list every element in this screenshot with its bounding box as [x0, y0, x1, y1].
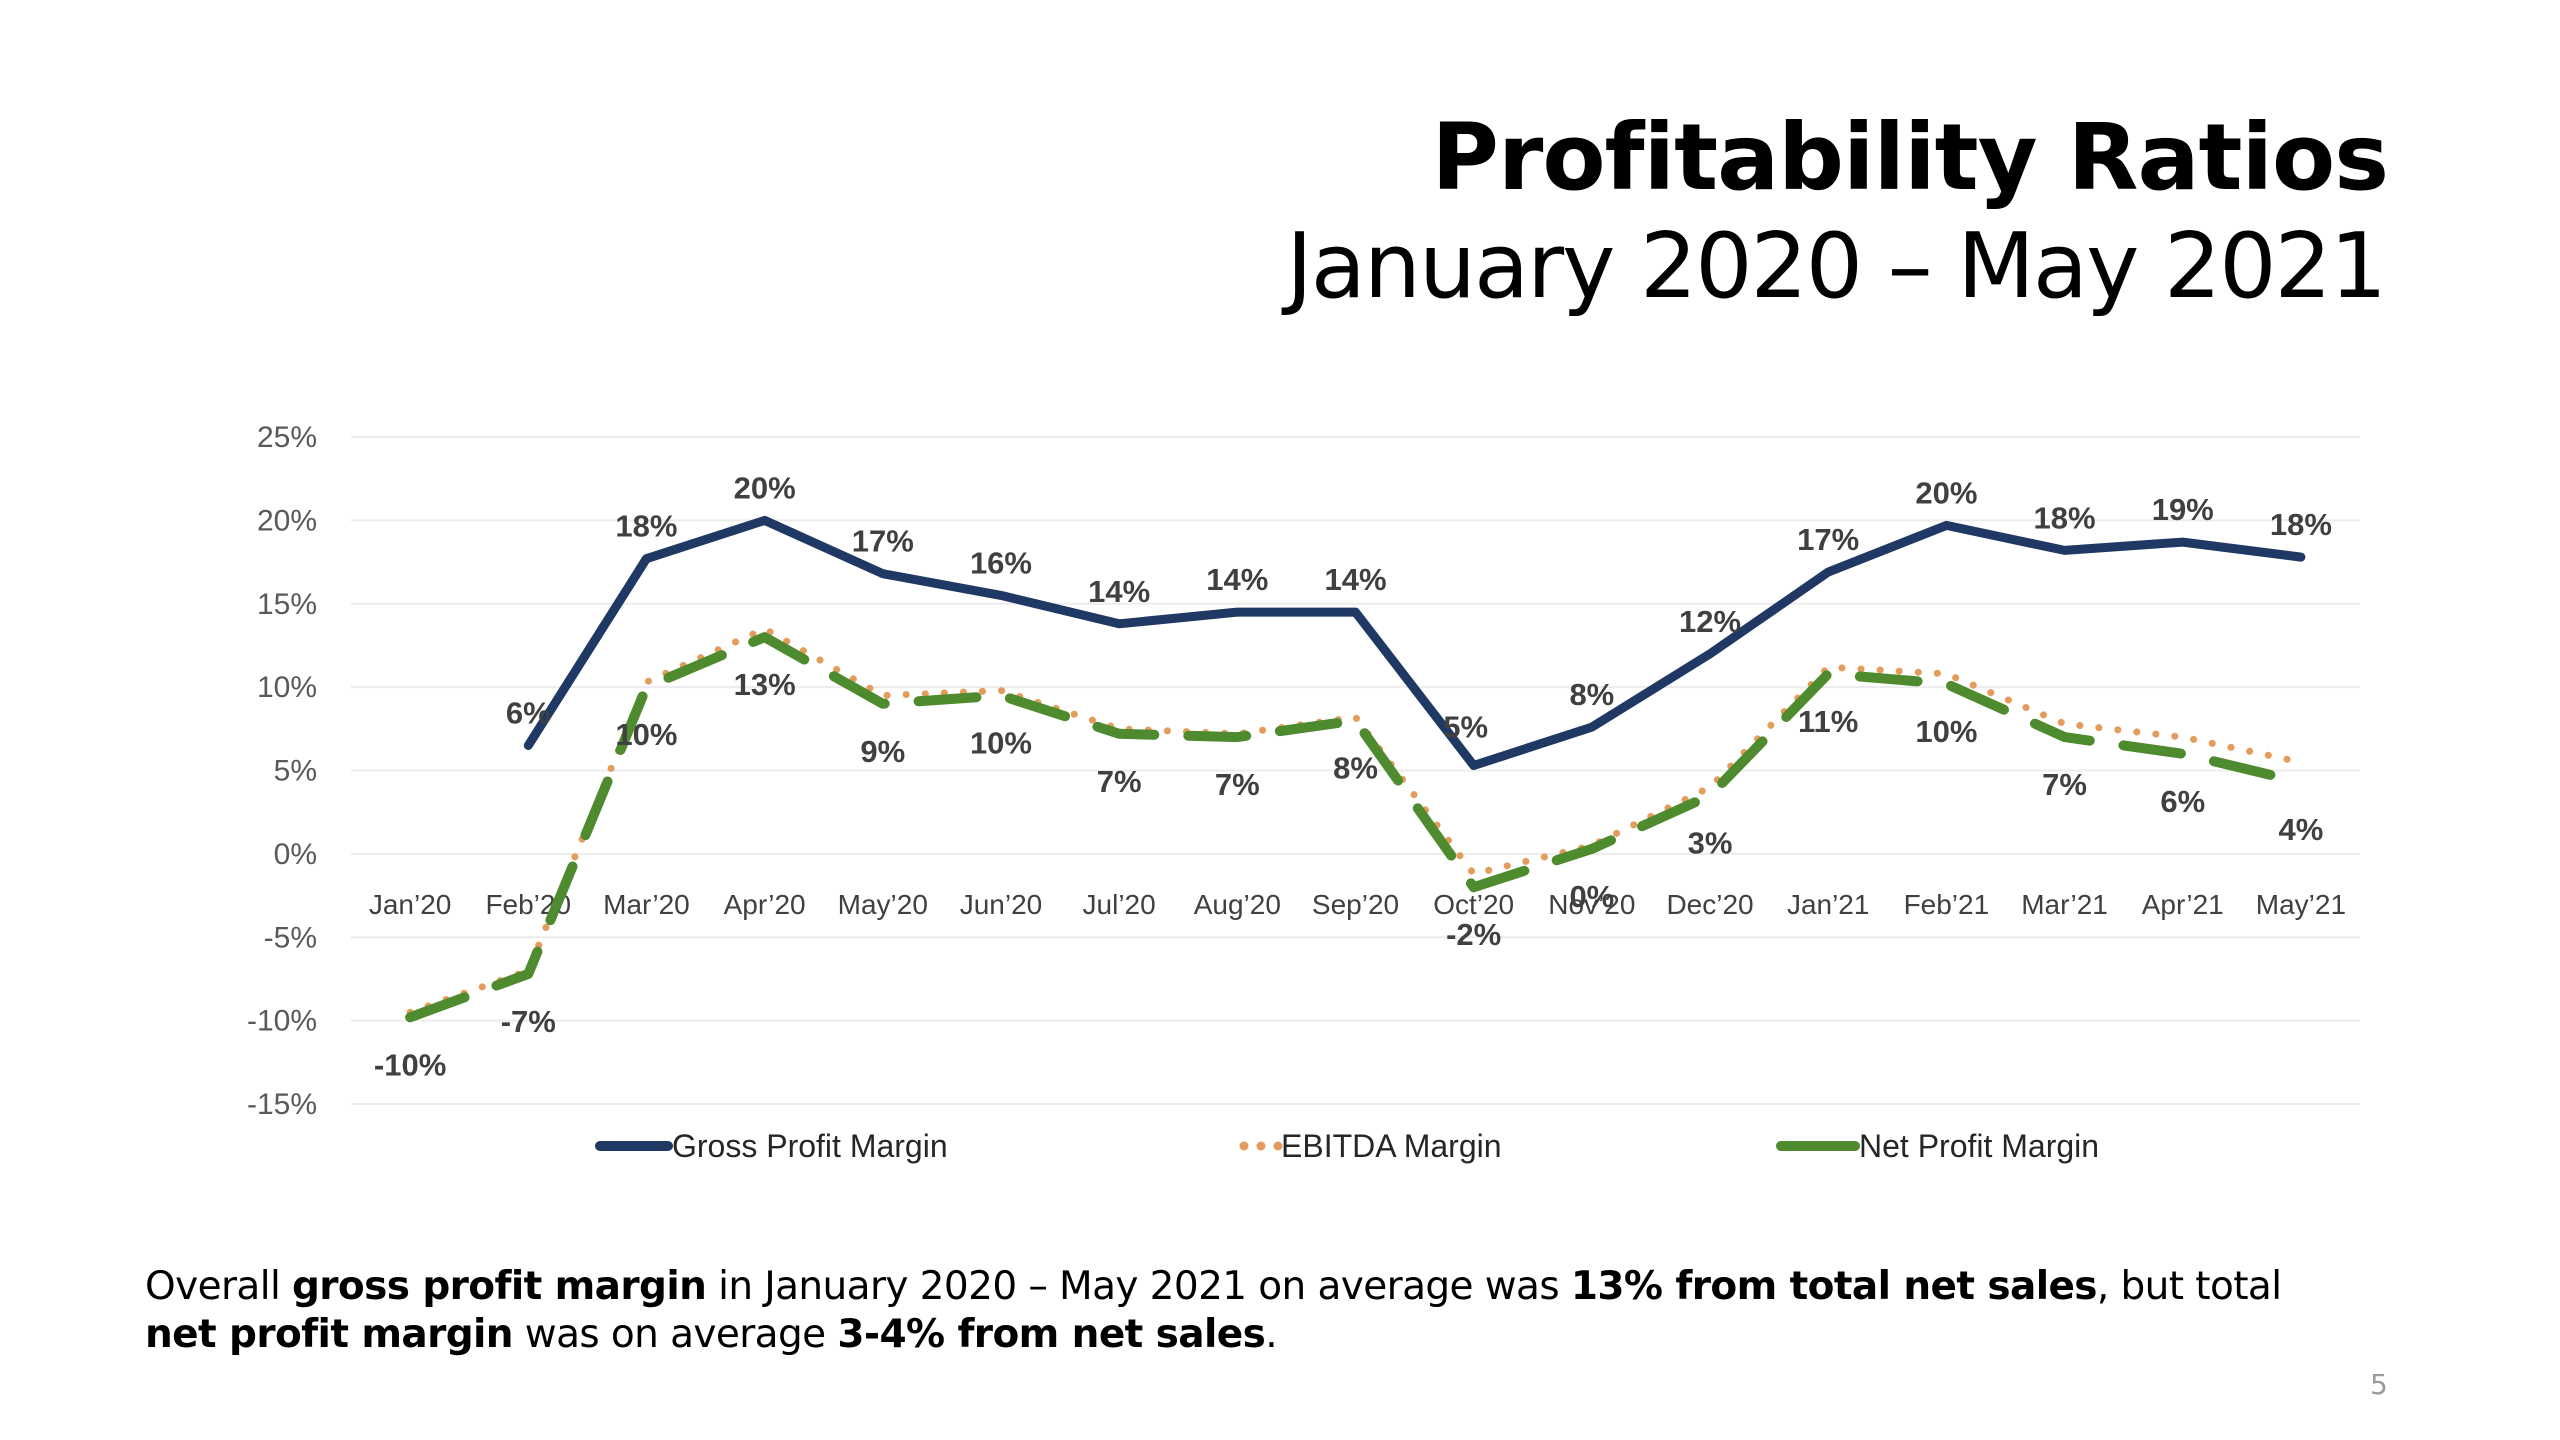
- x-tick-label: Mar’21: [2021, 889, 2108, 920]
- x-tick-label: May’20: [838, 889, 928, 920]
- legend-label: Gross Profit Margin: [672, 1128, 948, 1164]
- legend-marker: [1239, 1141, 1249, 1151]
- x-tick-label: Jun’20: [960, 889, 1043, 920]
- x-tick-label: Jul’20: [1083, 889, 1156, 920]
- x-tick-label: Apr’20: [724, 889, 806, 920]
- summary-line-1-part: , but total: [2096, 1264, 2282, 1309]
- legend-label: EBITDA Margin: [1281, 1128, 1502, 1164]
- net-data-label: 0%: [1569, 879, 1614, 914]
- y-axis-ticks: 25% 20% 15% 10% 5% 0% -5% -10% -15%: [247, 421, 317, 1121]
- slide-title: Profitability Ratios: [1431, 104, 2389, 211]
- x-tick-label: Oct’20: [1433, 889, 1514, 920]
- gross-data-label: 19%: [2152, 492, 2214, 527]
- y-tick-label: -10%: [247, 1005, 317, 1038]
- x-tick-label: Dec’20: [1666, 889, 1753, 920]
- y-tick-label: 0%: [274, 838, 317, 871]
- net-data-label: 8%: [1333, 750, 1378, 785]
- y-tick-label: 25%: [257, 421, 317, 454]
- legend-label: Net Profit Margin: [1859, 1128, 2099, 1164]
- legend-marker: [1256, 1141, 1266, 1151]
- y-tick-label: -15%: [247, 1088, 317, 1121]
- net-data-label: -10%: [374, 1047, 446, 1082]
- gross-data-label: 18%: [2034, 500, 2096, 535]
- series-line-ebitda-margin: [406, 624, 2305, 1016]
- net-data-label: 3%: [1688, 826, 1733, 861]
- x-tick-label: Mar’20: [603, 889, 690, 920]
- net-data-label: -2%: [1446, 917, 1501, 952]
- gross-data-label: 8%: [1569, 677, 1614, 712]
- slide-subtitle: January 2020 – May 2021: [1286, 214, 2387, 319]
- net-data-label: 10%: [615, 717, 677, 752]
- gross-data-label: 16%: [970, 545, 1032, 580]
- net-data-label: 7%: [1215, 767, 1260, 802]
- summary-line-1-part: in January 2020 – May 2021 on average wa…: [706, 1264, 1571, 1309]
- y-tick-label: -5%: [264, 921, 317, 954]
- summary-line-1-part: 13% from total net sales: [1570, 1264, 2098, 1309]
- legend-item-gross-profit-margin: Gross Profit Margin: [595, 1128, 948, 1164]
- gridlines: [351, 436, 2360, 1105]
- summary-line-2-part: was on average: [512, 1312, 838, 1357]
- summary-line-2-part: 3-4% from net sales: [837, 1312, 1266, 1357]
- legend-marker: [1273, 1141, 1283, 1151]
- net-data-label: 11%: [1798, 704, 1858, 739]
- x-tick-label: Jan’21: [1787, 889, 1870, 920]
- x-tick-label: Feb’21: [1904, 889, 1990, 920]
- gross-data-label: 6%: [506, 695, 551, 730]
- net-data-label: -7%: [501, 1004, 556, 1039]
- x-axis-ticks: Jan’20 Feb’20 Mar’20 Apr’20 May’20 Jun’20 Jul’…: [369, 889, 2346, 920]
- data-labels: 6% 18% 20% 17% 16% 14% 14% 14% 5% 8% 12% 17% 20% 18% 1…: [374, 470, 2332, 1082]
- gross-data-label: 14%: [1088, 574, 1150, 609]
- net-data-label: 9%: [860, 734, 905, 769]
- x-tick-label: Aug’20: [1194, 889, 1281, 920]
- net-data-label: 4%: [2279, 812, 2324, 847]
- chart-legend: Gross Profit Margin EBITDA Margin Net Prof…: [595, 1128, 2099, 1164]
- net-data-label: 10%: [1915, 714, 1977, 749]
- gross-data-label: 12%: [1679, 604, 1741, 639]
- net-data-label: 13%: [734, 667, 796, 702]
- summary-line-1: Overall gross profit margin in January 2…: [145, 1263, 2395, 1311]
- series-lines: [405, 515, 2306, 1023]
- y-tick-label: 20%: [257, 504, 317, 537]
- x-tick-label: Jan’20: [369, 889, 452, 920]
- legend-item-ebitda-margin: EBITDA Margin: [1239, 1128, 1502, 1164]
- x-tick-label: Apr’21: [2142, 889, 2224, 920]
- gross-data-label: 20%: [1915, 475, 1977, 510]
- gross-data-label: 17%: [852, 524, 914, 559]
- x-tick-label: May’21: [2256, 889, 2346, 920]
- net-data-label: 6%: [2160, 784, 2205, 819]
- summary-line-1-part: Overall: [145, 1264, 292, 1309]
- summary-line-2-part: .: [1265, 1312, 1278, 1357]
- gross-data-label: 14%: [1324, 562, 1386, 597]
- series-line-net-profit-margin: [405, 632, 2306, 1023]
- summary-text: Overall gross profit margin in January 2…: [145, 1263, 2395, 1359]
- x-tick-label: Nov’20: [1548, 889, 1635, 920]
- gross-data-label: 14%: [1206, 562, 1268, 597]
- summary-line-2-part: net profit margin: [145, 1312, 514, 1357]
- gross-data-label: 18%: [2270, 507, 2332, 542]
- legend-item-net-profit-margin: Net Profit Margin: [1776, 1128, 2099, 1164]
- net-data-label: 10%: [970, 725, 1032, 760]
- summary-line-1-part: gross profit margin: [291, 1264, 707, 1309]
- summary-line-2: net profit margin was on average 3-4% fr…: [145, 1311, 2395, 1359]
- page-number: 5: [2370, 1368, 2388, 1401]
- gross-data-label: 17%: [1797, 522, 1859, 557]
- gross-data-label: 18%: [615, 509, 677, 544]
- series-line-gross-profit-margin: [523, 515, 2306, 770]
- net-data-label: 7%: [1097, 764, 1142, 799]
- y-tick-label: 15%: [257, 588, 317, 621]
- net-data-label: 7%: [2042, 767, 2087, 802]
- gross-data-label: 20%: [734, 470, 796, 505]
- y-tick-label: 5%: [274, 755, 317, 788]
- y-tick-label: 10%: [257, 671, 317, 704]
- x-tick-label: Sep’20: [1312, 889, 1399, 920]
- gross-data-label: 5%: [1443, 709, 1488, 744]
